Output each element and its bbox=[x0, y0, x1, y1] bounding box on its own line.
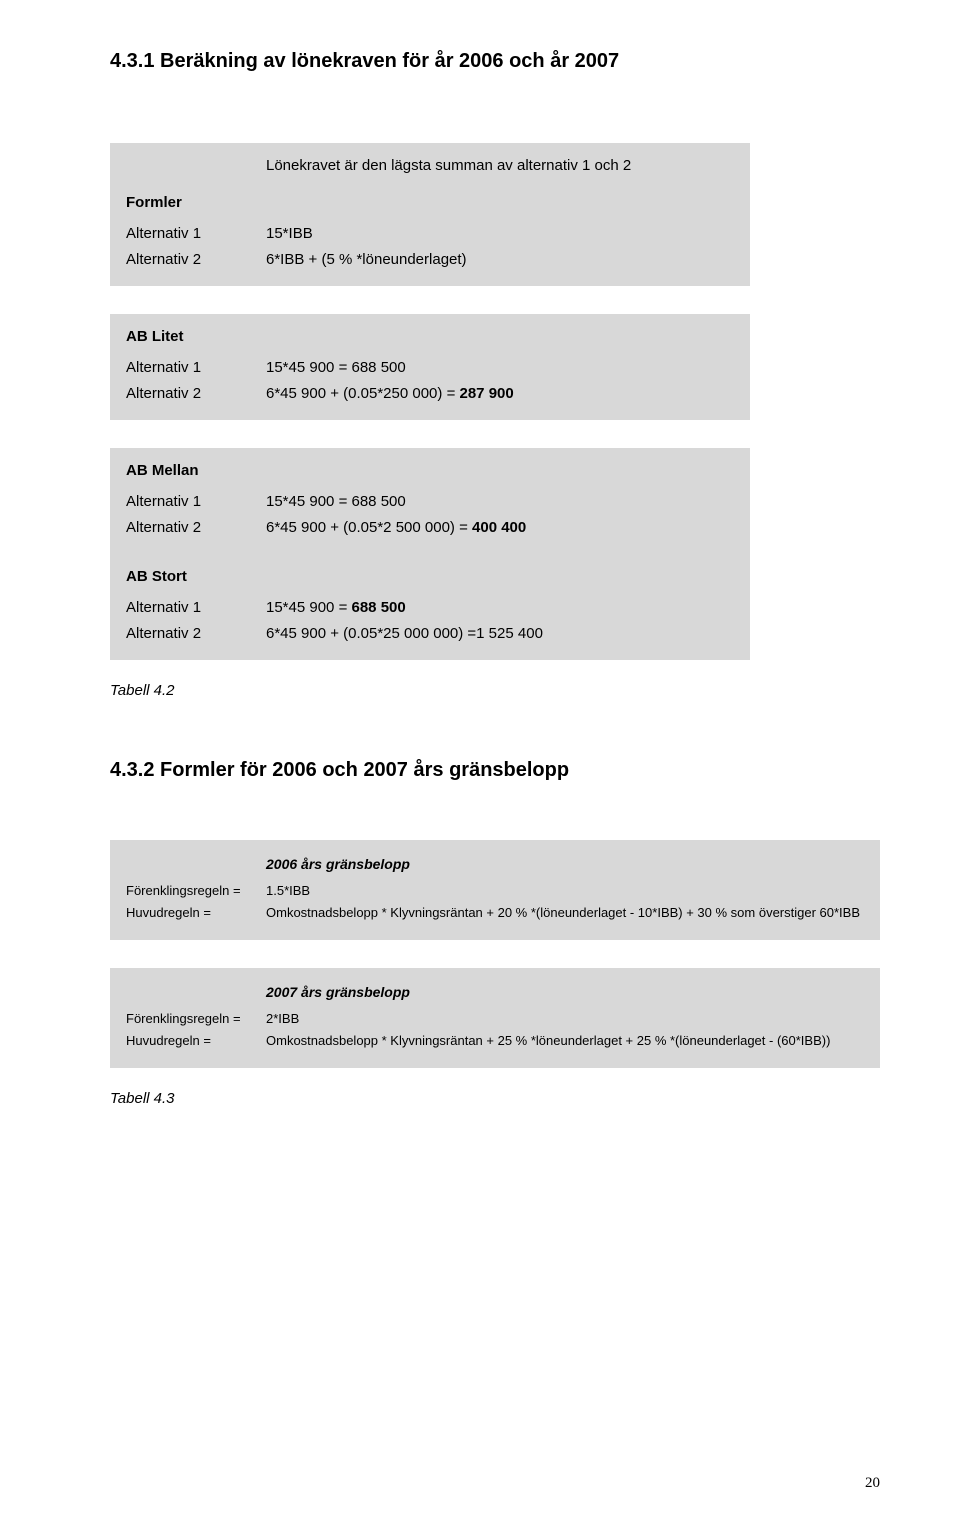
stort-r1-label: Alternativ 1 bbox=[126, 595, 266, 621]
mellan-title: AB Mellan bbox=[126, 462, 734, 479]
stort-r1-pre: 15*45 900 = bbox=[266, 599, 352, 616]
stort-row-2: Alternativ 2 6*45 900 + (0.05*25 000 000… bbox=[126, 621, 734, 647]
box-ab-stort: AB Stort Alternativ 1 15*45 900 = 688 50… bbox=[110, 554, 750, 660]
formler-r2-label: Alternativ 2 bbox=[126, 247, 266, 273]
section-heading-432: 4.3.2 Formler för 2006 och 2007 års grän… bbox=[110, 759, 880, 782]
stort-r1-bold: 688 500 bbox=[352, 599, 406, 616]
g2007-r2-label: Huvudregeln = bbox=[126, 1030, 266, 1052]
g2006-row-1: Förenklingsregeln = 1.5*IBB bbox=[126, 880, 864, 902]
mellan-r1-value: 15*45 900 = 688 500 bbox=[266, 489, 734, 515]
formler-row-1: Alternativ 1 15*IBB bbox=[126, 221, 734, 247]
section-heading-431: 4.3.1 Beräkning av lönekraven för år 200… bbox=[110, 50, 880, 73]
mellan-r2-bold: 400 400 bbox=[472, 519, 526, 536]
g2006-r2-value: Omkostnadsbelopp * Klyvningsräntan + 20 … bbox=[266, 902, 864, 924]
g2006-r1-label: Förenklingsregeln = bbox=[126, 880, 266, 902]
formler-intro: Lönekravet är den lägsta summan av alter… bbox=[126, 157, 734, 174]
g2006-r2-label: Huvudregeln = bbox=[126, 902, 266, 924]
mellan-r1-label: Alternativ 1 bbox=[126, 489, 266, 515]
litet-row-2: Alternativ 2 6*45 900 + (0.05*250 000) =… bbox=[126, 381, 734, 407]
g2006-r1-value: 1.5*IBB bbox=[266, 880, 864, 902]
stort-r2-label: Alternativ 2 bbox=[126, 621, 266, 647]
mellan-row-1: Alternativ 1 15*45 900 = 688 500 bbox=[126, 489, 734, 515]
box-gransbelopp-2006: 2006 års gränsbelopp Förenklingsregeln =… bbox=[110, 840, 880, 940]
box-gransbelopp-2007: 2007 års gränsbelopp Förenklingsregeln =… bbox=[110, 968, 880, 1068]
stort-row-1: Alternativ 1 15*45 900 = 688 500 bbox=[126, 595, 734, 621]
stort-r2-value: 6*45 900 + (0.05*25 000 000) =1 525 400 bbox=[266, 621, 734, 647]
g2007-r2-value: Omkostnadsbelopp * Klyvningsräntan + 25 … bbox=[266, 1030, 864, 1052]
formler-r2-value: 6*IBB + (5 % *löneunderlaget) bbox=[266, 247, 734, 273]
table-caption-42: Tabell 4.2 bbox=[110, 682, 880, 699]
formler-r1-label: Alternativ 1 bbox=[126, 221, 266, 247]
box-formler: Lönekravet är den lägsta summan av alter… bbox=[110, 143, 750, 286]
g2006-heading: 2006 års gränsbelopp bbox=[126, 856, 864, 872]
stort-title: AB Stort bbox=[126, 568, 734, 585]
mellan-r2-value: 6*45 900 + (0.05*2 500 000) = 400 400 bbox=[266, 515, 734, 541]
litet-r2-label: Alternativ 2 bbox=[126, 381, 266, 407]
stort-r1-value: 15*45 900 = 688 500 bbox=[266, 595, 734, 621]
litet-r2-value: 6*45 900 + (0.05*250 000) = 287 900 bbox=[266, 381, 734, 407]
litet-r2-pre: 6*45 900 + (0.05*250 000) = bbox=[266, 385, 460, 402]
formler-row-2: Alternativ 2 6*IBB + (5 % *löneunderlage… bbox=[126, 247, 734, 273]
litet-title: AB Litet bbox=[126, 328, 734, 345]
litet-row-1: Alternativ 1 15*45 900 = 688 500 bbox=[126, 355, 734, 381]
g2007-heading: 2007 års gränsbelopp bbox=[126, 984, 864, 1000]
box-ab-litet: AB Litet Alternativ 1 15*45 900 = 688 50… bbox=[110, 314, 750, 420]
litet-r1-label: Alternativ 1 bbox=[126, 355, 266, 381]
litet-r2-bold: 287 900 bbox=[460, 385, 514, 402]
mellan-row-2: Alternativ 2 6*45 900 + (0.05*2 500 000)… bbox=[126, 515, 734, 541]
g2006-row-2: Huvudregeln = Omkostnadsbelopp * Klyvnin… bbox=[126, 902, 864, 924]
g2007-r1-value: 2*IBB bbox=[266, 1008, 864, 1030]
page-number: 20 bbox=[865, 1475, 880, 1492]
mellan-r2-label: Alternativ 2 bbox=[126, 515, 266, 541]
g2007-row-1: Förenklingsregeln = 2*IBB bbox=[126, 1008, 864, 1030]
box-ab-mellan: AB Mellan Alternativ 1 15*45 900 = 688 5… bbox=[110, 448, 750, 554]
formler-title: Formler bbox=[126, 194, 734, 211]
table-caption-43: Tabell 4.3 bbox=[110, 1090, 880, 1107]
g2007-row-2: Huvudregeln = Omkostnadsbelopp * Klyvnin… bbox=[126, 1030, 864, 1052]
g2007-r1-label: Förenklingsregeln = bbox=[126, 1008, 266, 1030]
mellan-r2-pre: 6*45 900 + (0.05*2 500 000) = bbox=[266, 519, 472, 536]
litet-r1-value: 15*45 900 = 688 500 bbox=[266, 355, 734, 381]
formler-r1-value: 15*IBB bbox=[266, 221, 734, 247]
